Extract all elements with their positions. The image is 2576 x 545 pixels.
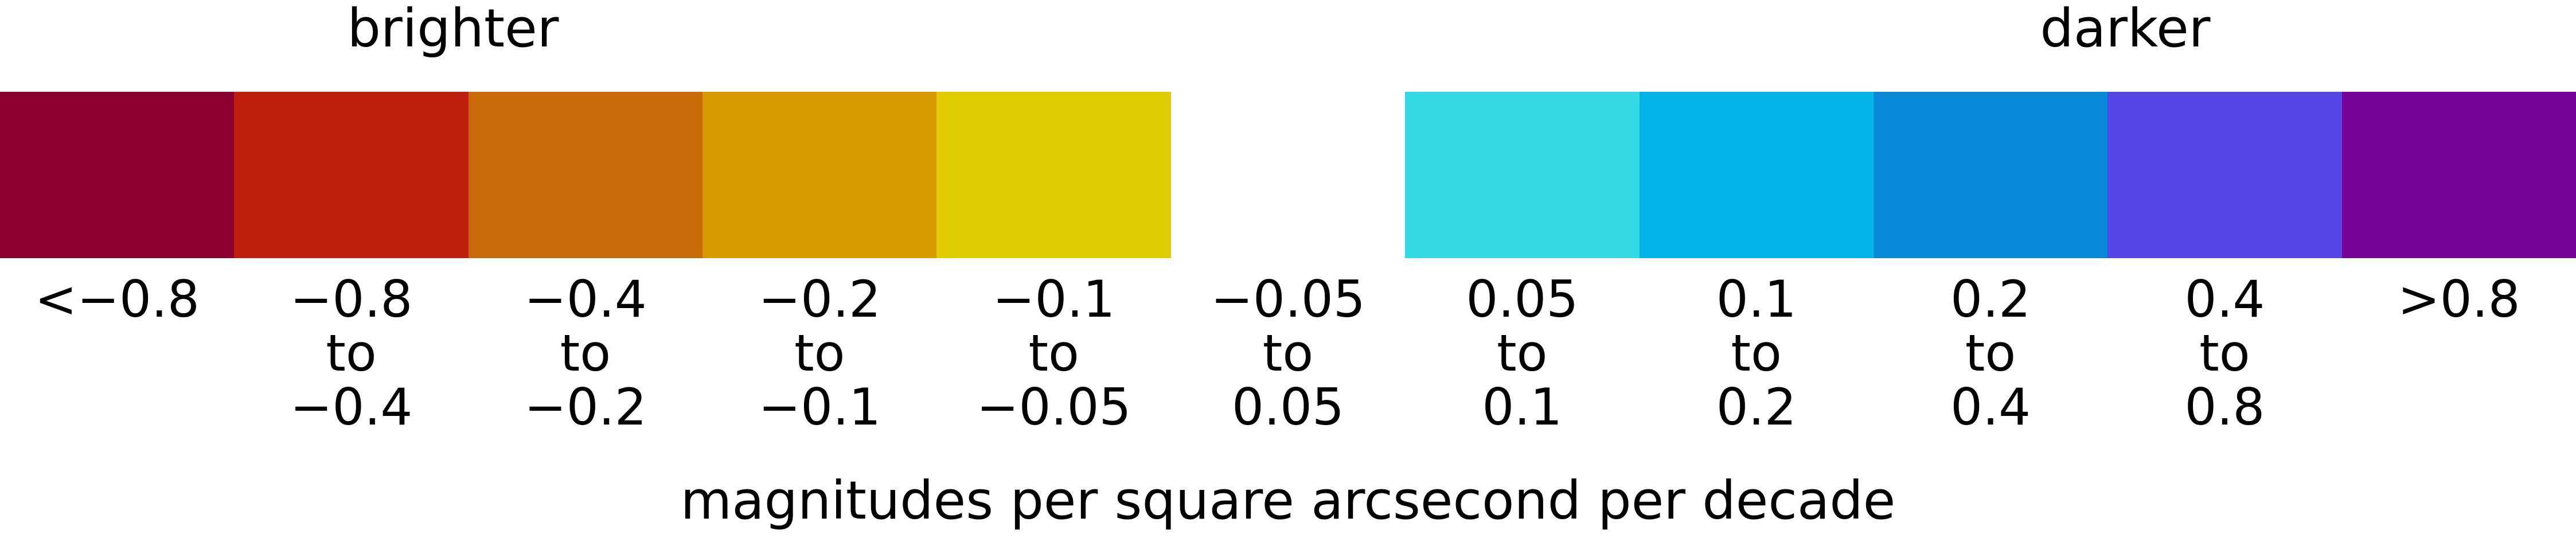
bin-label-line: 0.05 (1466, 270, 1579, 329)
bin-label: −0.2 to −0.1 (702, 272, 936, 434)
bin-label-line: 0.2 (1716, 377, 1797, 437)
bin-label: −0.8 to −0.4 (234, 272, 468, 434)
bin-label-line: −0.2 (758, 270, 881, 329)
bin-label-line: to (560, 324, 611, 383)
bin-label-line: −0.05 (1211, 270, 1365, 329)
bin-label-line: −0.4 (290, 377, 413, 437)
bin-label: −0.1 to −0.05 (936, 272, 1170, 434)
bin-label-line: to (2199, 324, 2250, 383)
bin-label-line: −0.05 (976, 377, 1131, 437)
bin-label-line: to (1731, 324, 1782, 383)
unit-label: magnitudes per square arcsecond per deca… (680, 470, 1896, 531)
bin-label-line: to (794, 324, 845, 383)
bin-label-line: to (1965, 324, 2016, 383)
bin-label: 0.05 to 0.1 (1405, 272, 1639, 434)
bin-label: 0.2 to 0.4 (1874, 272, 2107, 434)
bin-label-line: 0.2 (1950, 270, 2031, 329)
color-swatch (0, 92, 235, 258)
bin-label-line: −0.2 (524, 377, 647, 437)
bin-label: −0.4 to −0.2 (469, 272, 702, 434)
color-swatch (936, 92, 1172, 258)
bin-label: 0.4 to 0.8 (2107, 272, 2341, 434)
brighter-heading: brighter (347, 0, 559, 59)
bin-label-line: −0.1 (992, 270, 1115, 329)
color-swatch (1873, 92, 2108, 258)
bin-label-line: to (1028, 324, 1079, 383)
bin-label: >0.8 (2342, 272, 2576, 326)
bin-label-line: to (326, 324, 377, 383)
bin-label-line: 0.1 (1482, 377, 1563, 437)
bin-label-line: 0.8 (2184, 377, 2265, 437)
color-swatch (1405, 92, 1640, 258)
color-swatch (702, 92, 938, 258)
color-swatch (234, 92, 469, 258)
bin-label-line: 0.4 (1950, 377, 2031, 437)
bin-label: 0.1 to 0.2 (1640, 272, 1874, 434)
bin-labels: <−0.8 −0.8 to −0.4 −0.4 to −0.2 −0.2 to −0.1 −0.1 t… (0, 272, 2576, 445)
bin-label-line: to (1497, 324, 1548, 383)
color-swatch (2107, 92, 2343, 258)
color-swatch (468, 92, 703, 258)
bin-label-line: <−0.8 (34, 270, 200, 329)
bin-label-line: 0.05 (1232, 377, 1344, 437)
color-swatch (1639, 92, 1874, 258)
bin-label: <−0.8 (0, 272, 234, 326)
bin-label-line: −0.1 (758, 377, 881, 437)
bin-label-line: −0.8 (290, 270, 413, 329)
bin-label: −0.05 to 0.05 (1171, 272, 1405, 434)
color-swatch (1170, 92, 1406, 258)
color-swatch (2341, 92, 2576, 258)
bin-label-line: >0.8 (2397, 270, 2520, 329)
darker-heading: darker (2040, 0, 2211, 59)
color-bar (0, 92, 2576, 258)
bin-label-line: to (1262, 324, 1314, 383)
bin-label-line: 0.1 (1716, 270, 1797, 329)
bin-label-line: −0.4 (524, 270, 647, 329)
bin-label-line: 0.4 (2184, 270, 2265, 329)
